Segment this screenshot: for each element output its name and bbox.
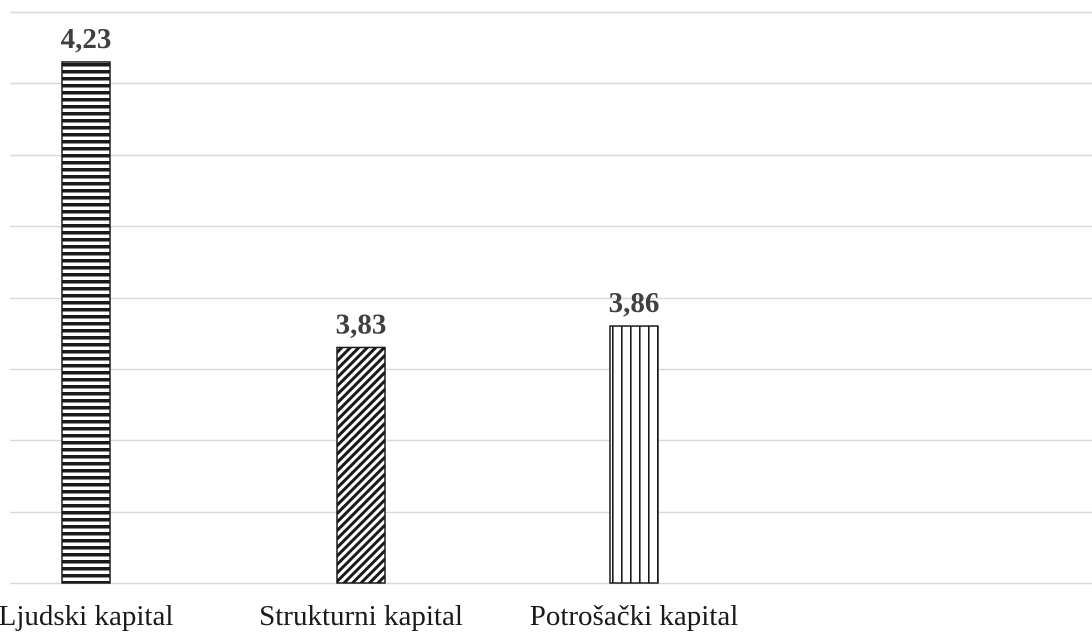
bar-3 bbox=[609, 325, 659, 584]
data-label-1: 4,23 bbox=[61, 23, 112, 55]
bar-2 bbox=[336, 346, 386, 584]
bar-1 bbox=[61, 61, 111, 584]
x-tick-label-1: Ljudski kapital bbox=[0, 600, 173, 632]
gridlines bbox=[10, 11, 1092, 585]
data-label-3: 3,86 bbox=[609, 287, 660, 319]
x-axis-tick-labels: Ljudski kapital Strukturni kapital Potroša… bbox=[0, 600, 738, 632]
x-tick-label-2: Strukturni kapital bbox=[259, 600, 463, 632]
x-tick-label-3: Potrošački kapital bbox=[530, 600, 739, 632]
data-label-2: 3,83 bbox=[336, 308, 387, 340]
bars bbox=[61, 61, 659, 584]
data-labels: 4,23 3,83 3,86 bbox=[61, 23, 660, 340]
